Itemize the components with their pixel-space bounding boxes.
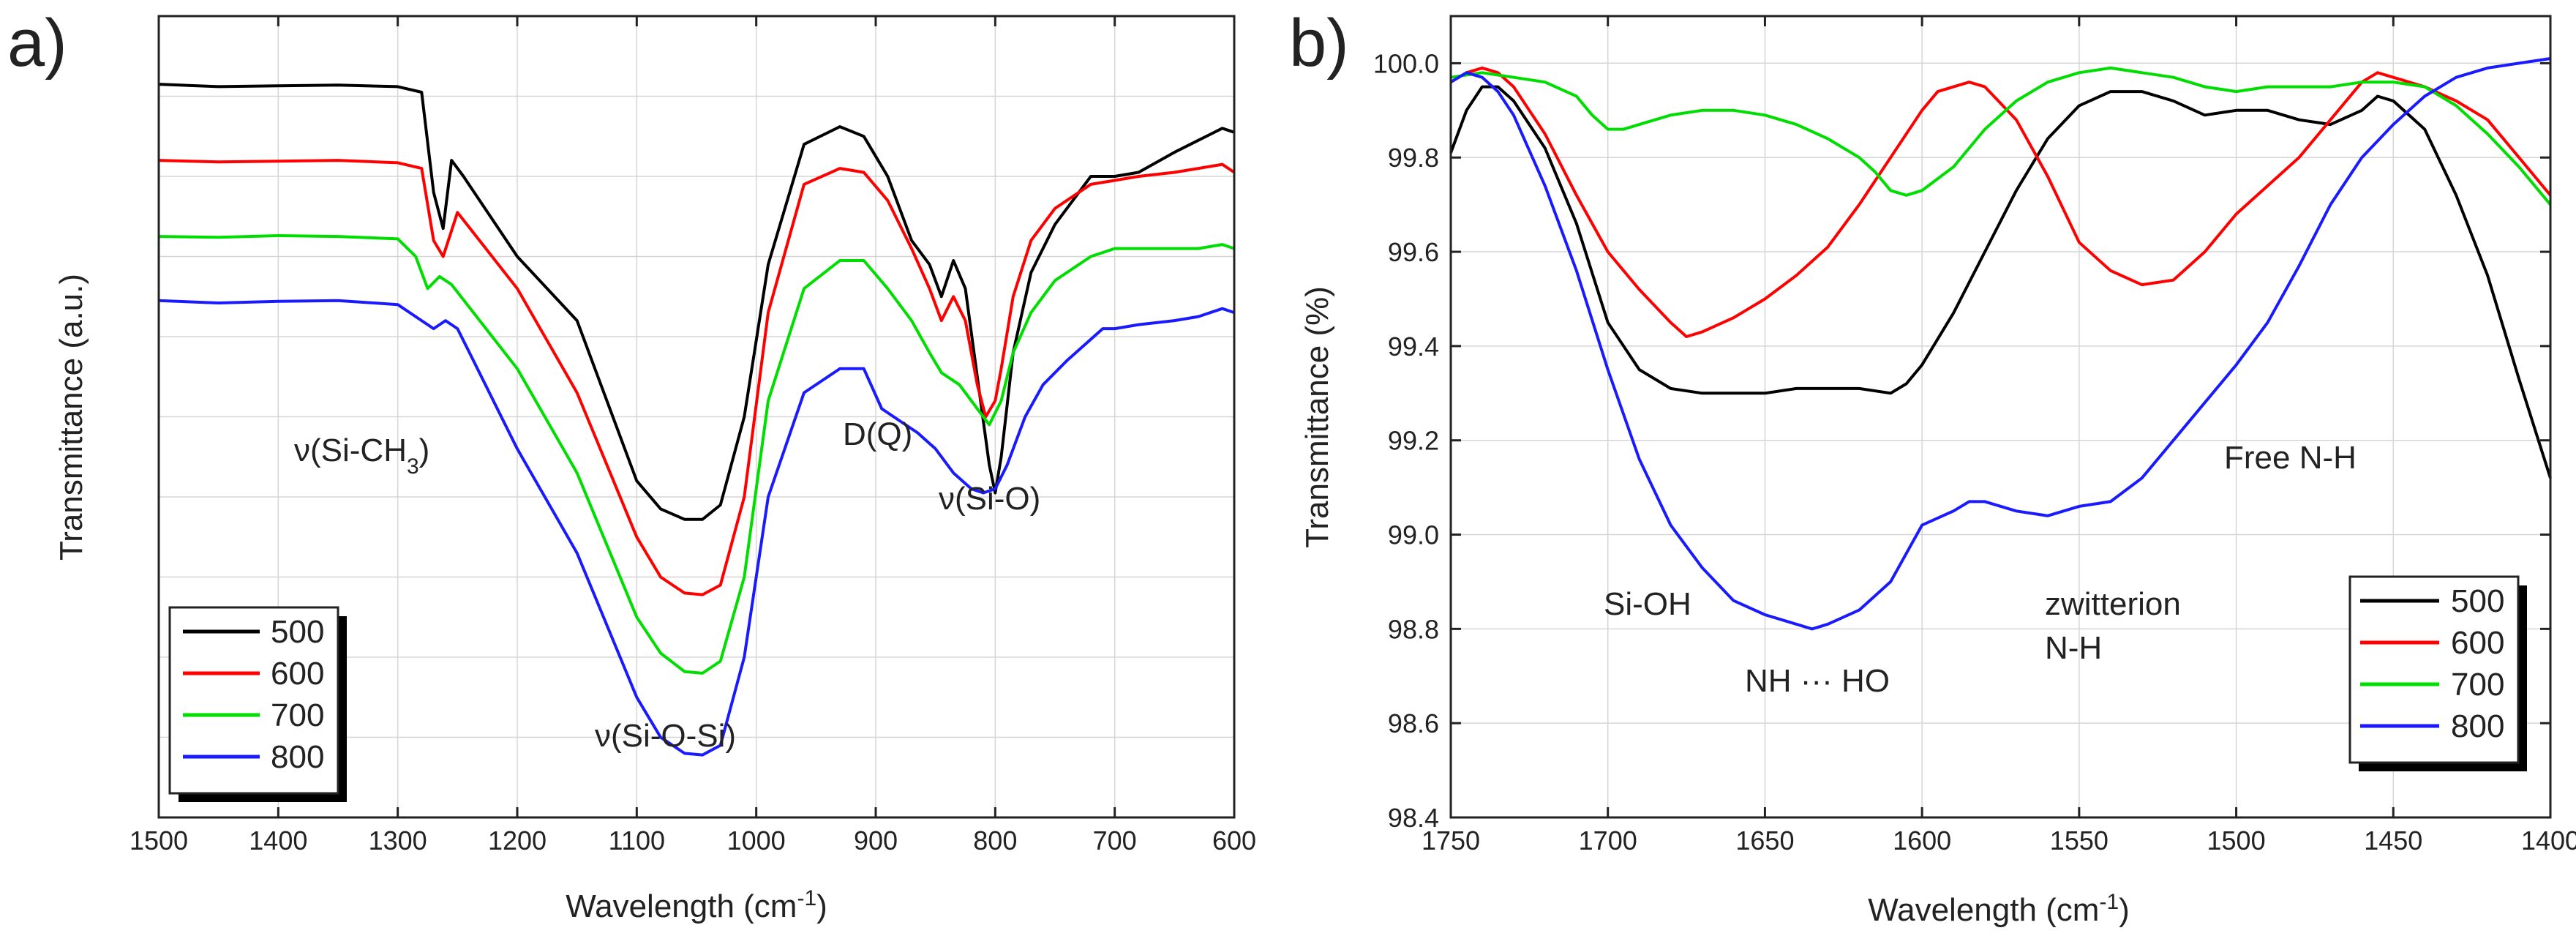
panel-a-legend-label-500: 500 bbox=[271, 614, 324, 650]
annotation-zwitterion-nh: N-H bbox=[2045, 630, 2102, 666]
b-xtick-label-1700: 1700 bbox=[1579, 825, 1637, 855]
panel-b-series bbox=[1449, 57, 2552, 631]
panel-b-series-700 bbox=[1450, 66, 2552, 206]
panel-a-grid bbox=[159, 16, 1234, 817]
a-xtick-label-1200: 1200 bbox=[488, 825, 547, 855]
panel-b-x-axis-title: Wavelength (cm-1) bbox=[1868, 890, 2130, 929]
b-xtick-label-1650: 1650 bbox=[1735, 825, 1794, 855]
annotation-si-ch3: ν(Si-CH3) bbox=[294, 433, 429, 479]
b-ytick-label-100: 100.0 bbox=[1373, 48, 1439, 78]
panel-a: a) 1500 1400 1300 1200 1100 1000 900 800 700 600 … bbox=[7, 6, 1256, 924]
panel-b-series-500 bbox=[1449, 85, 2552, 479]
a-xtick-label-1500: 1500 bbox=[129, 825, 188, 855]
panel-b: b) 1750 1700 1650 1600 1550 1500 1450 1400 98.4… bbox=[1289, 6, 2576, 928]
panel-a-x-axis-title: Wavelength (cm-1) bbox=[566, 886, 827, 925]
a-xtick-label-1000: 1000 bbox=[727, 825, 786, 855]
annotation-zwitterion: zwitterion bbox=[2045, 586, 2181, 622]
panel-a-label: a) bbox=[7, 6, 67, 81]
b-ytick-label-98.4: 98.4 bbox=[1388, 803, 1439, 833]
b-ytick-label-98.6: 98.6 bbox=[1388, 708, 1439, 738]
panel-b-legend-label-800: 800 bbox=[2451, 708, 2504, 744]
annotation-free-nh: Free N-H bbox=[2224, 440, 2357, 476]
annotation-dq: D(Q) bbox=[843, 416, 912, 452]
panel-a-series-500 bbox=[158, 83, 1235, 521]
panel-b-grid bbox=[1451, 16, 2550, 817]
panel-b-legend: 500 600 700 800 bbox=[2348, 575, 2527, 771]
panel-b-plot-frame bbox=[1449, 15, 2552, 819]
b-xtick-label-1400: 1400 bbox=[2521, 825, 2576, 855]
a-xtick-label-1100: 1100 bbox=[609, 825, 665, 855]
panel-b-series-600 bbox=[1449, 66, 2552, 338]
panel-a-series-700 bbox=[158, 234, 1235, 675]
panel-b-label: b) bbox=[1289, 6, 1349, 81]
panel-b-x-ticks: 1750 1700 1650 1600 1550 1500 1450 1400 bbox=[1422, 16, 2576, 855]
panel-b-legend-label-600: 600 bbox=[2451, 625, 2504, 661]
a-xtick-label-600: 600 bbox=[1212, 825, 1256, 855]
a-xtick-label-1300: 1300 bbox=[369, 825, 427, 855]
panel-a-series-800 bbox=[158, 299, 1235, 757]
b-xtick-label-1450: 1450 bbox=[2364, 825, 2422, 855]
panel-a-x-ticks: 1500 1400 1300 1200 1100 1000 900 800 700 600 bbox=[129, 16, 1256, 855]
a-xtick-label-900: 900 bbox=[854, 825, 898, 855]
panel-a-y-axis-title: Transmittance (a.u.) bbox=[53, 274, 89, 561]
b-ytick-label-99.4: 99.4 bbox=[1388, 332, 1439, 362]
b-xtick-label-1500: 1500 bbox=[2207, 825, 2266, 855]
panel-b-legend-label-500: 500 bbox=[2451, 583, 2504, 619]
panel-a-legend-label-600: 600 bbox=[271, 656, 324, 692]
panel-a-legend: 500 600 700 800 bbox=[168, 606, 347, 802]
b-ytick-label-98.8: 98.8 bbox=[1388, 614, 1439, 644]
annotation-si-o-si: ν(Si-O-Si) bbox=[595, 718, 736, 754]
b-ytick-label-99.6: 99.6 bbox=[1388, 237, 1439, 267]
annotation-nh-ho: NH ··· HO bbox=[1745, 663, 1890, 699]
panel-b-series-800 bbox=[1449, 57, 2551, 631]
b-ytick-label-99.2: 99.2 bbox=[1388, 426, 1439, 456]
b-ytick-label-99: 99.0 bbox=[1388, 520, 1439, 550]
b-xtick-label-1550: 1550 bbox=[2050, 825, 2109, 855]
panel-b-legend-box bbox=[2348, 575, 2520, 764]
panel-a-legend-label-800: 800 bbox=[271, 739, 324, 775]
a-xtick-label-800: 800 bbox=[973, 825, 1017, 855]
panel-b-legend-label-700: 700 bbox=[2451, 667, 2504, 703]
annotation-si-o: ν(Si-O) bbox=[939, 481, 1040, 517]
b-ytick-label-99.8: 99.8 bbox=[1388, 143, 1439, 173]
b-xtick-label-1600: 1600 bbox=[1893, 825, 1951, 855]
panel-b-y-ticks: 98.4 98.6 98.8 99.0 99.2 99.4 99.6 99.8 100.0 bbox=[1373, 48, 2550, 833]
panel-a-plot-frame bbox=[157, 15, 1236, 819]
b-xtick-label-1750: 1750 bbox=[1422, 825, 1480, 855]
a-xtick-label-700: 700 bbox=[1093, 825, 1137, 855]
panel-a-series-600 bbox=[158, 159, 1236, 596]
panel-a-legend-label-700: 700 bbox=[271, 697, 324, 733]
annotation-si-oh: Si-OH bbox=[1604, 586, 1691, 622]
panel-b-y-axis-title: Transmittance (%) bbox=[1299, 286, 1335, 548]
a-xtick-label-1400: 1400 bbox=[249, 825, 307, 855]
panel-a-legend-box bbox=[168, 606, 339, 795]
panel-a-series bbox=[158, 83, 1236, 757]
